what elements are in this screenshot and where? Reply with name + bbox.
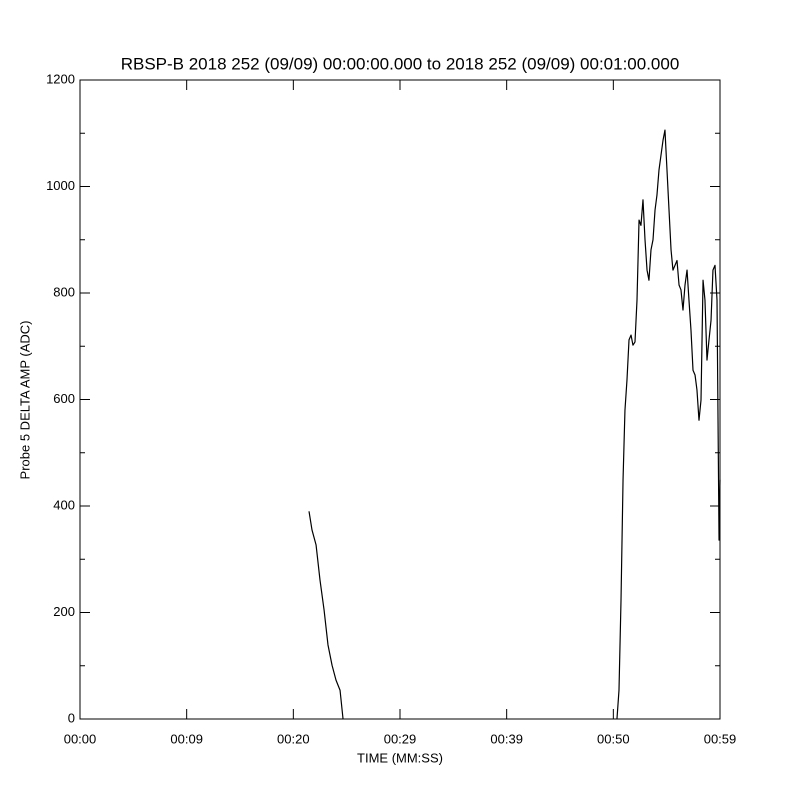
y-tick-label: 800	[53, 284, 75, 299]
y-tick-label: 200	[53, 604, 75, 619]
x-axis-label: TIME (MM:SS)	[357, 750, 443, 765]
y-axis-label: Probe 5 DELTA AMP (ADC)	[17, 321, 32, 480]
x-tick-label: 00:39	[490, 731, 523, 746]
x-tick-label: 00:29	[384, 731, 417, 746]
x-tick-label: 00:20	[277, 731, 310, 746]
x-tick-label: 00:59	[704, 731, 737, 746]
x-tick-label: 00:09	[170, 731, 203, 746]
data-line	[308, 129, 721, 720]
x-tick-label: 00:00	[64, 731, 97, 746]
y-tick-label: 0	[68, 710, 75, 725]
y-tick-label: 600	[53, 391, 75, 406]
chart-title: RBSP-B 2018 252 (09/09) 00:00:00.000 to …	[121, 54, 680, 73]
y-tick-label: 1000	[46, 178, 75, 193]
y-tick-label: 1200	[46, 71, 75, 86]
y-tick-label: 400	[53, 497, 75, 512]
x-tick-label: 00:50	[597, 731, 630, 746]
